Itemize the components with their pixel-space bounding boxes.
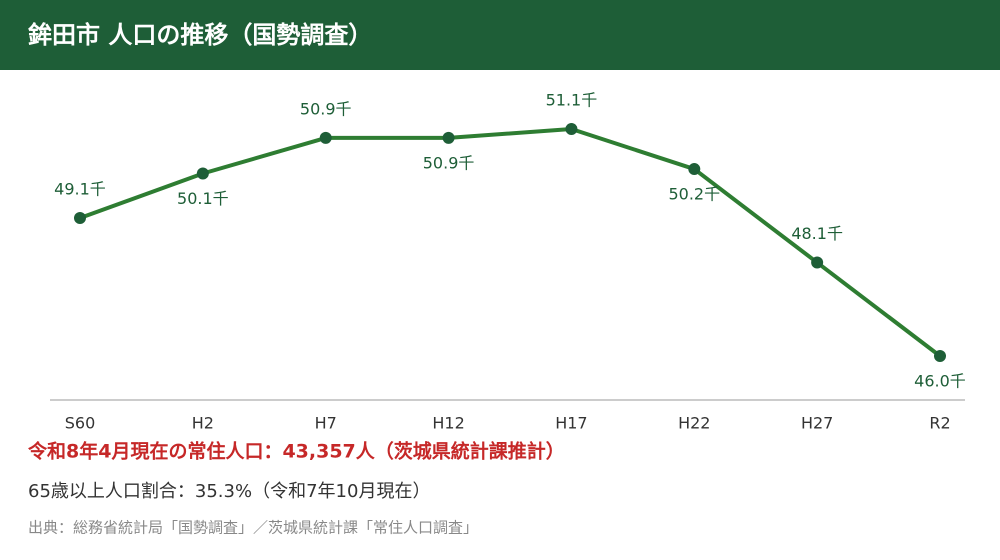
point xyxy=(196,167,209,180)
x-tick-label: S60 xyxy=(65,414,96,433)
data-label: 50.9千 xyxy=(300,99,352,118)
line xyxy=(79,127,942,358)
data-label: 49.1千 xyxy=(54,180,106,199)
point xyxy=(688,163,701,176)
point xyxy=(565,123,578,135)
chart-title: 鉾田市 人口の推移（国勢調査） xyxy=(28,21,372,49)
data-label: 50.9千 xyxy=(423,153,475,172)
note-elderly: 65歳以上人口割合：35.3%（令和7年10月現在） xyxy=(28,481,430,502)
data-label: 51.1千 xyxy=(546,91,598,110)
x-tick-label: H2 xyxy=(192,414,214,433)
data-label: 50.2千 xyxy=(668,185,720,204)
data-label: 50.1千 xyxy=(177,189,229,208)
point xyxy=(442,131,455,144)
note-current: 令和8年4月現在の常住人口：43,357人（茨城県統計課推計） xyxy=(28,440,565,463)
note-source: 出典：総務省統計局「国勢調査」／茨城県統計課「常住人口調査」 xyxy=(28,519,478,537)
data-label: 48.1千 xyxy=(791,224,843,243)
x-tick-label: H12 xyxy=(432,414,464,433)
header-bar xyxy=(0,0,1000,70)
x-tick-label: H27 xyxy=(801,414,833,433)
point xyxy=(74,212,86,225)
data-label: 46.0千 xyxy=(914,372,966,391)
x-tick-label: H22 xyxy=(678,414,710,433)
point xyxy=(811,256,824,269)
x-tick-label: R2 xyxy=(929,414,950,433)
point xyxy=(934,350,946,362)
x-tick-label: H7 xyxy=(315,414,337,433)
point xyxy=(319,131,332,144)
x-tick-label: H17 xyxy=(555,414,587,433)
